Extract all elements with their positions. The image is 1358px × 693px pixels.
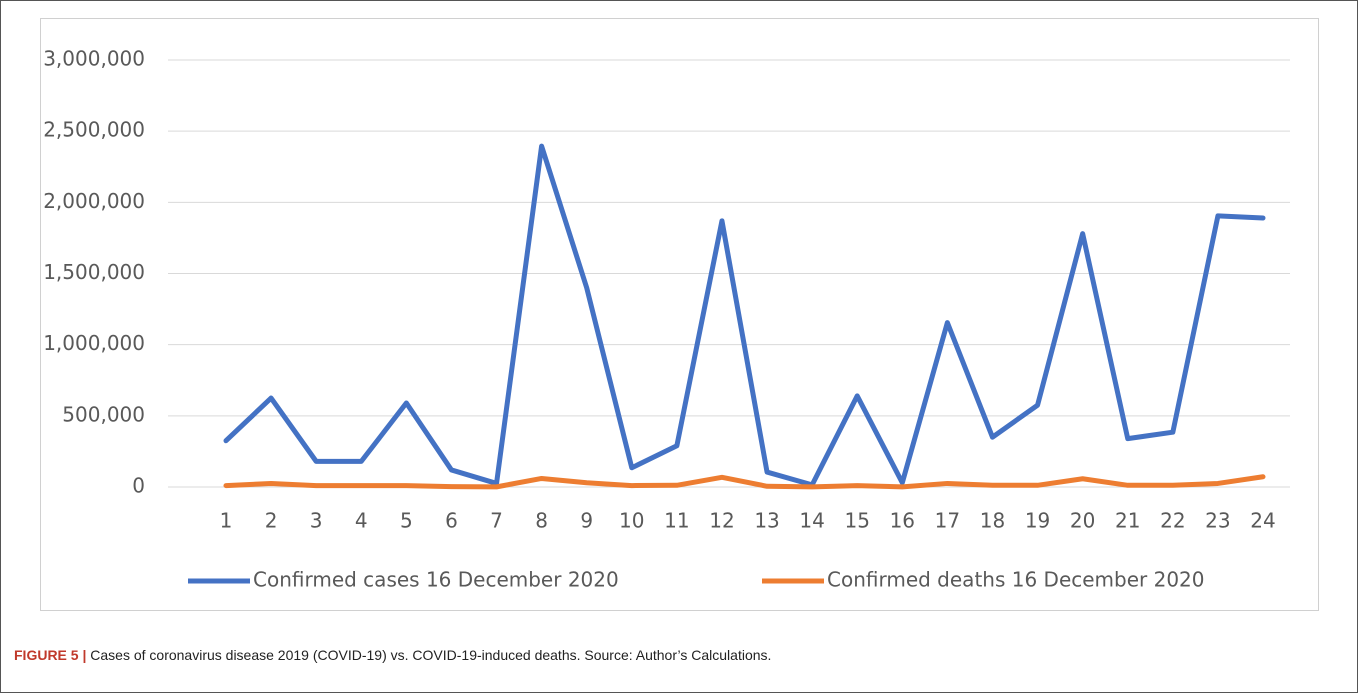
y-tick-label: 1,000,000: [43, 331, 145, 355]
x-tick-label: 9: [580, 509, 593, 533]
x-tick-label: 17: [935, 509, 960, 533]
legend-label: Confirmed deaths 16 December 2020: [827, 568, 1205, 592]
x-tick-label: 19: [1025, 509, 1050, 533]
legend-label: Confirmed cases 16 December 2020: [253, 568, 619, 592]
x-tick-label: 14: [799, 509, 824, 533]
x-tick-label: 1: [220, 509, 233, 533]
caption: FIGURE 5 | Cases of coronavirus disease …: [14, 647, 771, 663]
series-line: [223, 143, 1266, 488]
x-tick-label: 13: [754, 509, 779, 533]
x-tick-label: 11: [664, 509, 689, 533]
x-tick-label: 21: [1115, 509, 1140, 533]
y-tick-label: 2,000,000: [43, 189, 145, 213]
x-tick-label: 3: [310, 509, 323, 533]
x-tick-label: 23: [1205, 509, 1230, 533]
chart-border: [40, 18, 1319, 611]
y-tick-label: 3,000,000: [43, 47, 145, 71]
y-tick-label: 2,500,000: [43, 118, 145, 142]
x-tick-label: 6: [445, 509, 458, 533]
x-tick-label: 20: [1070, 509, 1095, 533]
x-tick-label: 16: [890, 509, 915, 533]
x-tick-label: 15: [844, 509, 869, 533]
x-tick-label: 12: [709, 509, 734, 533]
y-tick-label: 0: [132, 474, 145, 498]
x-tick-label: 5: [400, 509, 413, 533]
caption-text: Cases of coronavirus disease 2019 (COVID…: [90, 647, 771, 663]
x-tick-label: 18: [980, 509, 1005, 533]
y-tick-label: 500,000: [62, 402, 145, 426]
x-tick-label: 8: [535, 509, 548, 533]
y-tick-label: 1,500,000: [43, 260, 145, 284]
x-tick-label: 7: [490, 509, 503, 533]
x-tick-label: 4: [355, 509, 368, 533]
series-line: [223, 474, 1266, 490]
x-tick-label: 22: [1160, 509, 1185, 533]
x-tick-label: 2: [265, 509, 278, 533]
x-tick-label: 24: [1250, 509, 1275, 533]
x-tick-label: 10: [619, 509, 644, 533]
caption-label: FIGURE 5 |: [14, 647, 86, 663]
